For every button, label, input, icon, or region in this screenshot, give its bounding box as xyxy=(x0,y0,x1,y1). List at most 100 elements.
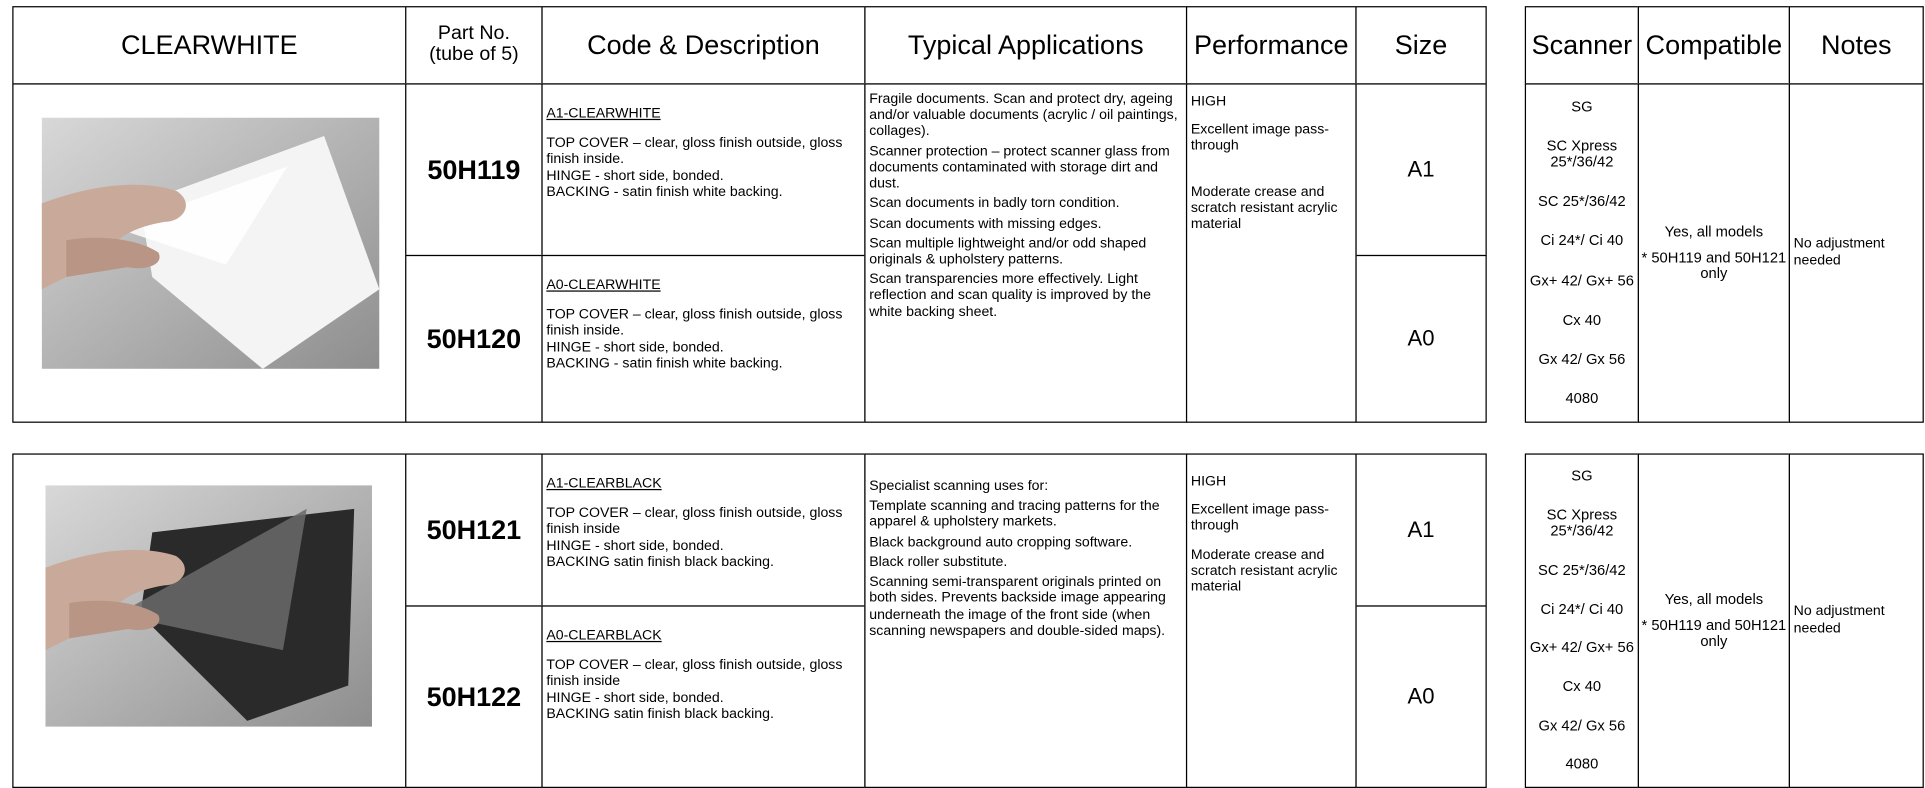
description-cell: A1-CLEARWHITE TOP COVER – clear, gloss fi… xyxy=(541,83,866,257)
scanner-model: Gx+ 42/ Gx+ 56 xyxy=(1529,638,1634,657)
header-cell: Compatible xyxy=(1637,6,1790,85)
part-number: 50H120 xyxy=(426,322,522,354)
description-line: BACKING - satin finish white backing. xyxy=(546,356,783,372)
performance-text: Excellent image pass-through xyxy=(1190,122,1329,154)
header-cell: Typical Applications xyxy=(864,6,1188,85)
header-text: Code & Description xyxy=(587,29,820,61)
scanner-model: Gx 42/ Gx 56 xyxy=(1538,350,1626,368)
compatible-cell: Yes, all models * 50H119 and 50H121 only xyxy=(1637,453,1790,788)
header-text: Part No. xyxy=(437,23,510,45)
part-cell: 50H119 xyxy=(405,83,543,257)
application-text: Template scanning and tracing patterns f… xyxy=(869,499,1160,530)
scanner-model: Gx+ 42/ Gx+ 56 xyxy=(1529,271,1634,289)
size-value: A0 xyxy=(1407,683,1435,709)
compatible-text: * 50H119 and 50H121 only xyxy=(1641,616,1787,650)
description-line: BACKING satin finish black backing. xyxy=(546,706,774,722)
notes-cell: No adjustment needed xyxy=(1788,453,1924,788)
header-text: Notes xyxy=(1820,29,1892,61)
application-text: Scan documents with missing edges. xyxy=(869,216,1102,232)
size-cell: A1 xyxy=(1355,453,1487,607)
scanner-model: SG xyxy=(1571,467,1593,485)
applications-cell: Specialist scanning uses for: Template sc… xyxy=(864,453,1188,788)
scanner-cell: SG SC Xpress 25*/36/42 SC 25*/36/42 Ci 24*/… xyxy=(1524,453,1639,788)
product-code: A0-CLEARWHITE xyxy=(546,278,661,293)
part-number: 50H121 xyxy=(426,514,522,545)
scanner-cell: SG SC Xpress 25*/36/42 SC 25*/36/42 Ci 24*/… xyxy=(1524,83,1639,423)
header-text: Compatible xyxy=(1645,29,1783,61)
description-cell: A0-CLEARWHITE TOP COVER – clear, gloss fi… xyxy=(541,254,866,423)
header-cell: Scanner xyxy=(1524,6,1639,85)
compatible-cell: Yes, all models * 50H119 and 50H121 only xyxy=(1637,83,1790,423)
performance-text: Excellent image pass-through xyxy=(1190,502,1329,534)
notes-text: No adjustment needed xyxy=(1793,236,1885,268)
description-line: HINGE - short side, bonded. xyxy=(546,690,724,706)
header-text: Performance xyxy=(1193,29,1349,61)
scanner-model: Cx 40 xyxy=(1562,677,1602,695)
part-cell: 50H122 xyxy=(405,605,543,788)
product-code: A0-CLEARBLACK xyxy=(546,628,662,644)
size-value: A0 xyxy=(1407,325,1435,351)
product-photo xyxy=(45,485,372,727)
size-cell: A0 xyxy=(1355,254,1487,423)
application-text: Scan documents in badly torn condition. xyxy=(869,196,1120,212)
size-value: A1 xyxy=(1407,156,1435,182)
performance-text: HIGH xyxy=(1190,474,1227,489)
performance-cell: HIGH Excellent image pass-through Moderate… xyxy=(1185,83,1357,423)
size-value: A1 xyxy=(1407,517,1435,542)
performance-text: Moderate crease and scratch resistant ac… xyxy=(1190,547,1338,595)
product-code: A1-CLEARBLACK xyxy=(546,476,662,492)
description-line: TOP COVER – clear, gloss finish outside,… xyxy=(546,307,843,339)
applications-cell: Fragile documents. Scan and protect dry,… xyxy=(864,83,1188,423)
description-line: BACKING - satin finish white backing. xyxy=(546,184,783,200)
header-cell: Performance xyxy=(1185,6,1357,85)
part-cell: 50H120 xyxy=(405,254,543,423)
description-line: TOP COVER – clear, gloss finish outside,… xyxy=(546,136,843,168)
header-text: Size xyxy=(1394,29,1448,61)
scanner-model: 4080 xyxy=(1565,755,1599,773)
notes-text: No adjustment needed xyxy=(1793,604,1885,636)
application-text: Scanning semi-transparent originals prin… xyxy=(869,574,1166,639)
scanner-model: Ci 24*/ Ci 40 xyxy=(1540,232,1624,250)
size-cell: A1 xyxy=(1355,83,1487,257)
scanner-model: Gx 42/ Gx 56 xyxy=(1538,716,1626,734)
header-cell: CLEARWHITE xyxy=(12,6,407,85)
header-cell: Size xyxy=(1355,6,1487,85)
scanner-model: SC Xpress 25*/36/42 xyxy=(1546,506,1618,540)
scanner-model: SG xyxy=(1571,97,1593,115)
performance-text: HIGH xyxy=(1190,94,1227,110)
header-text: (tube of 5) xyxy=(429,44,519,65)
scanner-model: 4080 xyxy=(1565,389,1599,408)
description-cell: A0-CLEARBLACK TOP COVER – clear, gloss fi… xyxy=(541,605,866,788)
description-line: HINGE - short side, bonded. xyxy=(546,538,724,554)
size-cell: A0 xyxy=(1355,605,1487,788)
product-photo xyxy=(41,117,380,369)
scanner-model: Cx 40 xyxy=(1562,311,1602,329)
header-cell: Code & Description xyxy=(541,6,866,85)
part-cell: 50H121 xyxy=(405,453,543,607)
header-text: Scanner xyxy=(1531,29,1633,61)
application-text: Specialist scanning uses for: xyxy=(869,479,1049,494)
application-text: Scanner protection – protect scanner gla… xyxy=(869,144,1170,192)
scanner-model: SC Xpress 25*/36/42 xyxy=(1546,136,1618,171)
application-text: Scan multiple lightweight and/or odd sha… xyxy=(869,236,1147,268)
compatible-text: Yes, all models xyxy=(1664,222,1764,240)
compatible-text: * 50H119 and 50H121 only xyxy=(1641,248,1787,282)
product-code: A1-CLEARWHITE xyxy=(546,106,661,122)
description-line: TOP COVER – clear, gloss finish outside,… xyxy=(546,506,843,538)
part-number: 50H119 xyxy=(427,153,521,185)
application-text: Black background auto cropping software. xyxy=(869,535,1133,550)
description-cell: A1-CLEARBLACK TOP COVER – clear, gloss fi… xyxy=(541,453,866,607)
header-text: Typical Applications xyxy=(907,29,1144,61)
description-line: TOP COVER – clear, gloss finish outside,… xyxy=(546,658,843,690)
header-cell: Part No. (tube of 5) xyxy=(405,6,543,85)
performance-text: Moderate crease and scratch resistant ac… xyxy=(1190,184,1338,232)
application-text: Scan transparencies more effectively. Li… xyxy=(869,272,1151,320)
application-text: Fragile documents. Scan and protect dry,… xyxy=(869,91,1178,140)
application-text: Black roller substitute. xyxy=(869,554,1008,570)
part-number: 50H122 xyxy=(426,680,522,712)
header-cell: Notes xyxy=(1788,6,1924,85)
description-line: BACKING satin finish black backing. xyxy=(546,554,774,570)
scanner-model: Ci 24*/ Ci 40 xyxy=(1540,600,1624,618)
scanner-model: SC 25*/36/42 xyxy=(1538,561,1626,579)
